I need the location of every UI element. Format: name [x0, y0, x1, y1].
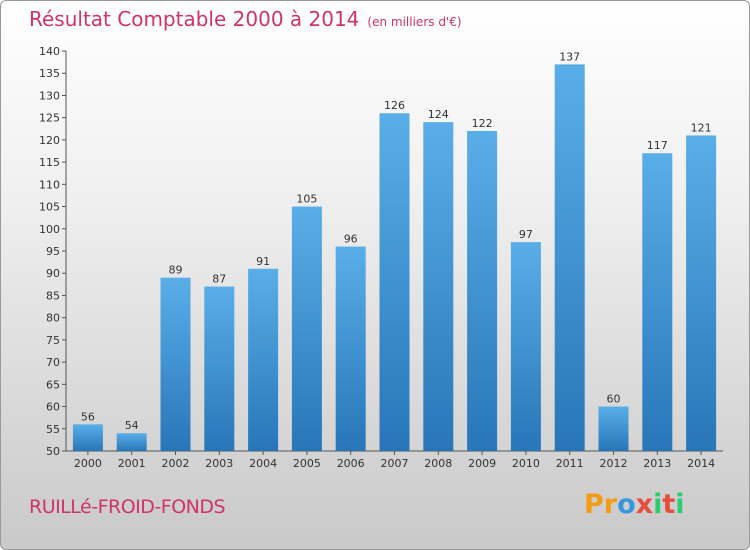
value-label-2008: 124	[428, 108, 449, 121]
x-tick-label-2009: 2009	[468, 457, 496, 470]
bar-2006	[335, 246, 366, 451]
y-tick-label: 130	[39, 89, 60, 102]
y-tick-label: 60	[46, 401, 60, 414]
x-tick-label-2000: 2000	[74, 457, 102, 470]
y-tick-label: 125	[39, 112, 60, 125]
x-tick-label-2001: 2001	[118, 457, 146, 470]
logo-letters-3: x	[635, 489, 654, 520]
labels: 2000 56 2001 54 2002 89 2003 87 2004 91 2005 105 200…	[74, 50, 715, 470]
x-tick-label-2006: 2006	[337, 457, 365, 470]
bar-2013	[642, 153, 673, 451]
y-tick-label: 65	[46, 378, 60, 391]
bar-2005	[291, 206, 322, 451]
value-label-2001: 54	[125, 419, 139, 432]
axes: 50 55 60 65 70 75 80 85 90 95 100 105 110 115 120 125 13…	[39, 45, 723, 458]
town-name: RUILLé-FROID-FONDS	[29, 496, 226, 518]
y-tick-label: 115	[39, 156, 60, 169]
bar-2008	[423, 122, 454, 451]
x-tick-label-2008: 2008	[424, 457, 452, 470]
y-tick-label: 105	[39, 201, 60, 214]
y-tick-label: 90	[46, 267, 60, 280]
bar-2009	[467, 131, 498, 451]
bar-2001	[116, 433, 147, 451]
x-tick-label-2013: 2013	[643, 457, 671, 470]
value-label-2007: 126	[384, 99, 405, 112]
y-tick-label: 85	[46, 289, 60, 302]
x-tick-label-2007: 2007	[381, 457, 409, 470]
bar-2014	[686, 135, 717, 451]
bar-2010	[510, 242, 541, 451]
y-tick-label: 55	[46, 423, 60, 436]
x-tick-label-2011: 2011	[556, 457, 584, 470]
y-tick-label: 95	[46, 245, 60, 258]
value-label-2006: 96	[344, 233, 358, 246]
value-label-2010: 97	[519, 228, 533, 241]
bar-2004	[248, 268, 279, 451]
value-label-2003: 87	[212, 273, 226, 286]
x-tick-label-2002: 2002	[162, 457, 190, 470]
y-tick-label: 140	[39, 45, 60, 58]
y-tick-label: 135	[39, 67, 60, 80]
x-tick-label-2012: 2012	[600, 457, 628, 470]
bars	[72, 64, 717, 452]
y-tick-label: 80	[46, 312, 60, 325]
y-tick-label: 100	[39, 223, 60, 236]
value-label-2009: 122	[472, 117, 493, 130]
value-label-2002: 89	[169, 264, 183, 277]
title-text: Résultat Comptable 2000 à 2014	[29, 7, 360, 31]
proxiti-logo[interactable]: Proxiti	[584, 489, 685, 520]
x-tick-label-2014: 2014	[687, 457, 715, 470]
unit-label: (en milliers d'€)	[367, 15, 462, 29]
value-label-2004: 91	[256, 255, 270, 268]
x-tick-label-2003: 2003	[205, 457, 233, 470]
y-tick-label: 50	[46, 445, 60, 458]
value-label-2000: 56	[81, 410, 95, 423]
bar-2011	[554, 64, 585, 452]
value-label-2014: 121	[691, 121, 712, 134]
value-label-2012: 60	[607, 393, 621, 406]
value-label-2011: 137	[559, 50, 580, 63]
y-tick-label: 70	[46, 356, 60, 369]
logo-letters-2: o	[617, 489, 636, 520]
logo-letters-5: t	[662, 489, 676, 520]
logo-letters-4: i	[653, 489, 663, 520]
value-label-2005: 105	[296, 193, 317, 206]
logo-letters-6: i	[675, 489, 685, 520]
x-tick-label-2010: 2010	[512, 457, 540, 470]
y-tick-label: 110	[39, 178, 60, 191]
x-tick-label-2004: 2004	[249, 457, 277, 470]
bar-2012	[598, 406, 629, 451]
bar-2000	[72, 424, 103, 451]
value-label-2013: 117	[647, 139, 668, 152]
x-tick-label-2005: 2005	[293, 457, 321, 470]
y-tick-label: 120	[39, 134, 60, 147]
bar-2002	[160, 277, 191, 451]
chart-title: Résultat Comptable 2000 à 2014 (en millie…	[29, 7, 462, 31]
bar-2003	[204, 286, 235, 451]
y-tick-label: 75	[46, 334, 60, 347]
bar-2007	[379, 113, 410, 451]
logo-letters-1: Pr	[584, 489, 618, 520]
